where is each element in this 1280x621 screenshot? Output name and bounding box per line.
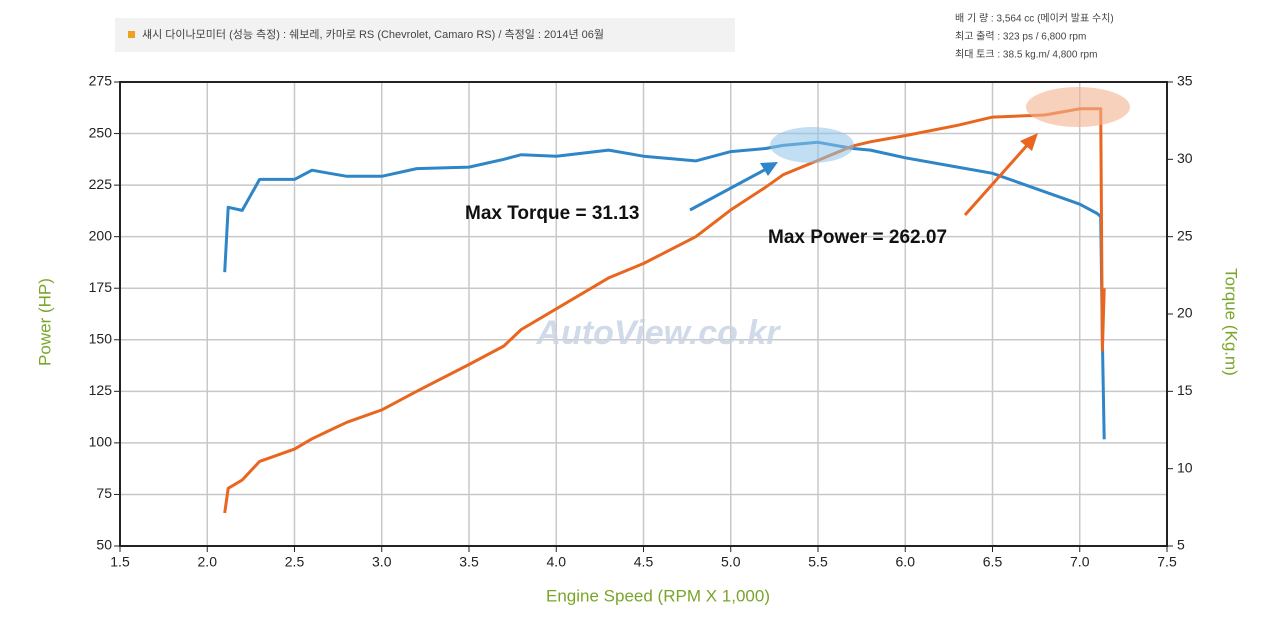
x-tick-label: 2.5	[285, 554, 305, 570]
x-tick-label: 4.5	[634, 554, 654, 570]
annotation: Max Power = 262.07	[768, 227, 947, 248]
x-tick-label: 4.0	[547, 554, 567, 570]
y2-tick-label: 5	[1177, 537, 1185, 553]
plot-frame	[119, 81, 1168, 547]
x-tick-label: 7.0	[1070, 554, 1090, 570]
y2-axis-label: Torque (Kg.m)	[1222, 268, 1241, 376]
x-tick-label: 6.0	[896, 554, 916, 570]
x-tick-label: 7.5	[1157, 554, 1177, 570]
y-tick-label: 50	[96, 537, 112, 553]
x-tick-label: 1.5	[110, 554, 130, 570]
y-tick-label: 200	[89, 227, 113, 243]
header: 섀시 다이나모미터 (성능 측정) : 쉐보레, 카마로 RS (Chevrol…	[142, 27, 604, 41]
torque-highlight	[770, 127, 854, 163]
y-tick-label: 225	[89, 176, 113, 192]
y2-tick-label: 25	[1177, 227, 1193, 243]
x-tick-label: 5.0	[721, 554, 741, 570]
y-tick-label: 100	[89, 434, 113, 450]
series-line	[223, 140, 1106, 440]
header-band	[115, 18, 735, 52]
y2-tick-label: 30	[1177, 150, 1193, 166]
y-tick-label: 150	[89, 330, 113, 346]
plot: 1.5 2.0 2.5 3.0 3.5 4.0 4.5 5.0 5.5 6.0 6.5 7.0 7.55…	[89, 73, 1193, 570]
spec: 배 기 량 : 3,564 cc (메이커 발표 수치)	[955, 13, 1114, 25]
y2-tick-label: 10	[1177, 459, 1193, 475]
x-tick-label: 2.0	[198, 554, 218, 570]
watermark: AutoView.co.kr	[535, 314, 781, 352]
x-tick-label: 3.0	[372, 554, 392, 570]
y-tick-label: 75	[96, 485, 112, 501]
y-axis-label: Power (HP)	[35, 278, 54, 366]
x-tick-label: 5.5	[808, 554, 828, 570]
x-tick-label: 6.5	[983, 554, 1003, 570]
y2-tick-label: 35	[1177, 73, 1193, 89]
y-tick-label: 175	[89, 279, 113, 295]
y-tick-label: 125	[89, 382, 113, 398]
x-tick-label: 3.5	[459, 554, 479, 570]
power-highlight	[1026, 87, 1130, 127]
x-axis-label: Engine Speed (RPM X 1,000)	[546, 586, 770, 605]
y2-tick-label: 20	[1177, 305, 1193, 321]
torque-arrow	[689, 165, 771, 212]
power-arrow-head	[1020, 133, 1038, 151]
y-tick-label: 250	[89, 124, 113, 140]
spec: 최고 출력 : 323 ps / 6,800 rpm	[955, 31, 1086, 43]
torque-arrow-head	[760, 162, 778, 176]
y2-tick-label: 15	[1177, 382, 1193, 398]
y-tick-label: 275	[89, 73, 113, 89]
spec: 최대 토크 : 38.5 kg.m/ 4,800 rpm	[955, 49, 1097, 61]
annotation: Max Torque = 31.13	[465, 203, 639, 224]
power-arrow	[963, 141, 1032, 216]
header-marker	[128, 31, 135, 38]
